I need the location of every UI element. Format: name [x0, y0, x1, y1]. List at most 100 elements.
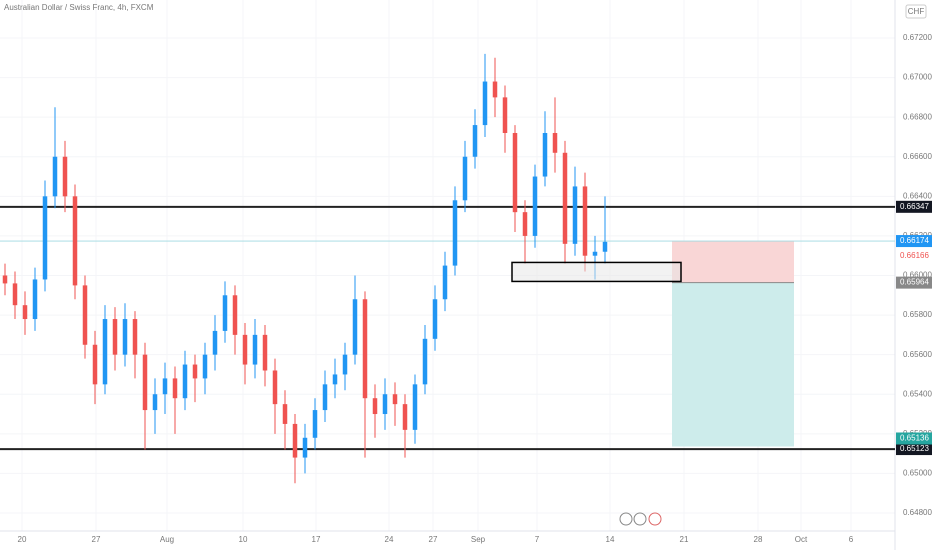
candle-body — [82, 285, 88, 345]
currency-box[interactable] — [905, 4, 927, 19]
price-label: 0.66166 — [900, 251, 929, 260]
candle-body — [52, 156, 58, 197]
candle-body — [322, 384, 328, 411]
chart-title: Australian Dollar / Swiss Franc, 4h, FXC… — [4, 3, 154, 12]
price-label: 0.65136 — [900, 434, 929, 443]
price-label-bg — [896, 249, 932, 262]
candle-body — [552, 132, 558, 153]
price-label-bg — [896, 443, 932, 456]
candle-body — [122, 319, 128, 355]
candle-body — [142, 354, 148, 411]
candle-body — [592, 251, 598, 256]
candle-body — [232, 295, 238, 335]
event-icon[interactable] — [648, 512, 662, 526]
candle-body — [492, 81, 498, 98]
candle-body — [342, 354, 348, 375]
candle-body — [22, 305, 28, 320]
candle-body — [362, 299, 368, 399]
candle-body — [242, 334, 248, 365]
candle-body — [252, 334, 258, 365]
y-tick-label: 0.65000 — [903, 469, 932, 478]
candle-body — [332, 374, 338, 385]
x-tick-label: 24 — [385, 535, 394, 544]
candle-body — [132, 319, 138, 355]
x-tick-label: 6 — [849, 535, 854, 544]
candle-body — [42, 196, 48, 280]
y-tick-label: 0.65400 — [903, 389, 932, 398]
candle-body — [12, 283, 18, 306]
price-label-bg — [896, 432, 932, 445]
y-tick-label: 0.66400 — [903, 191, 932, 200]
candle-body — [192, 364, 198, 379]
candle-body — [502, 97, 508, 133]
candle-body — [382, 394, 388, 415]
price-label-bg — [896, 276, 932, 289]
candle-body — [472, 125, 478, 157]
candle-body — [522, 212, 528, 236]
y-tick-label: 0.65800 — [903, 310, 932, 319]
candle-body — [62, 156, 68, 197]
x-tick-label: 20 — [18, 535, 27, 544]
price-label: 0.65964 — [900, 278, 929, 287]
candle-body — [2, 275, 8, 284]
price-label: 0.66347 — [900, 202, 929, 211]
candle-body — [452, 200, 458, 266]
candle-body — [102, 319, 108, 385]
price-label-bg — [896, 200, 932, 213]
candle-body — [532, 176, 538, 236]
x-tick-label: 21 — [680, 535, 689, 544]
y-tick-label: 0.64800 — [903, 508, 932, 517]
x-tick-label: 7 — [535, 535, 540, 544]
candle-body — [172, 378, 178, 399]
candle-body — [152, 394, 158, 411]
currency[interactable]: CHF — [908, 7, 925, 16]
candle-body — [92, 344, 98, 385]
x-tick-label: 27 — [92, 535, 101, 544]
y-tick-label: 0.67200 — [903, 33, 932, 42]
candle-body — [542, 132, 548, 177]
x-tick-label: Sep — [471, 535, 486, 544]
candle-body — [72, 196, 78, 286]
candle-body — [302, 437, 308, 458]
candle-body — [602, 241, 608, 252]
event-icon[interactable] — [619, 512, 633, 526]
candle-body — [422, 338, 428, 385]
candle-body — [292, 423, 298, 458]
candle-body — [572, 186, 578, 244]
candle-body — [512, 132, 518, 213]
zone-box — [511, 261, 682, 283]
x-tick-label: 28 — [754, 535, 763, 544]
y-tick-label: 0.66800 — [903, 112, 932, 121]
candle-body — [162, 378, 168, 395]
candle-body — [352, 299, 358, 355]
price-label: 0.66174 — [900, 236, 929, 245]
candle-body — [412, 384, 418, 430]
candle-body — [402, 404, 408, 430]
candle-body — [482, 81, 488, 126]
candle-body — [462, 156, 468, 201]
y-tick-label: 0.66000 — [903, 271, 932, 280]
target-zone — [672, 282, 794, 447]
candle-body — [182, 364, 188, 399]
y-tick-label: 0.66600 — [903, 152, 932, 161]
x-tick-label: 10 — [239, 535, 248, 544]
candle-body — [392, 394, 398, 405]
y-tick-label: 0.65600 — [903, 350, 932, 359]
candle-body — [282, 404, 288, 424]
x-tick-label: 14 — [606, 535, 615, 544]
event-icons[interactable] — [619, 512, 662, 526]
candle-body — [112, 319, 118, 355]
candle-body — [262, 334, 268, 371]
event-icon[interactable] — [633, 512, 647, 526]
candle-body — [562, 152, 568, 244]
y-tick-label: 0.67000 — [903, 73, 932, 82]
stop-zone — [672, 241, 794, 283]
x-tick-label: Oct — [795, 535, 808, 544]
candle-body — [202, 354, 208, 379]
price-label-bg — [896, 235, 932, 248]
price-label: 0.65123 — [900, 444, 929, 453]
candle-body — [442, 265, 448, 300]
x-tick-label: Aug — [160, 535, 174, 544]
candle-body — [272, 370, 278, 405]
